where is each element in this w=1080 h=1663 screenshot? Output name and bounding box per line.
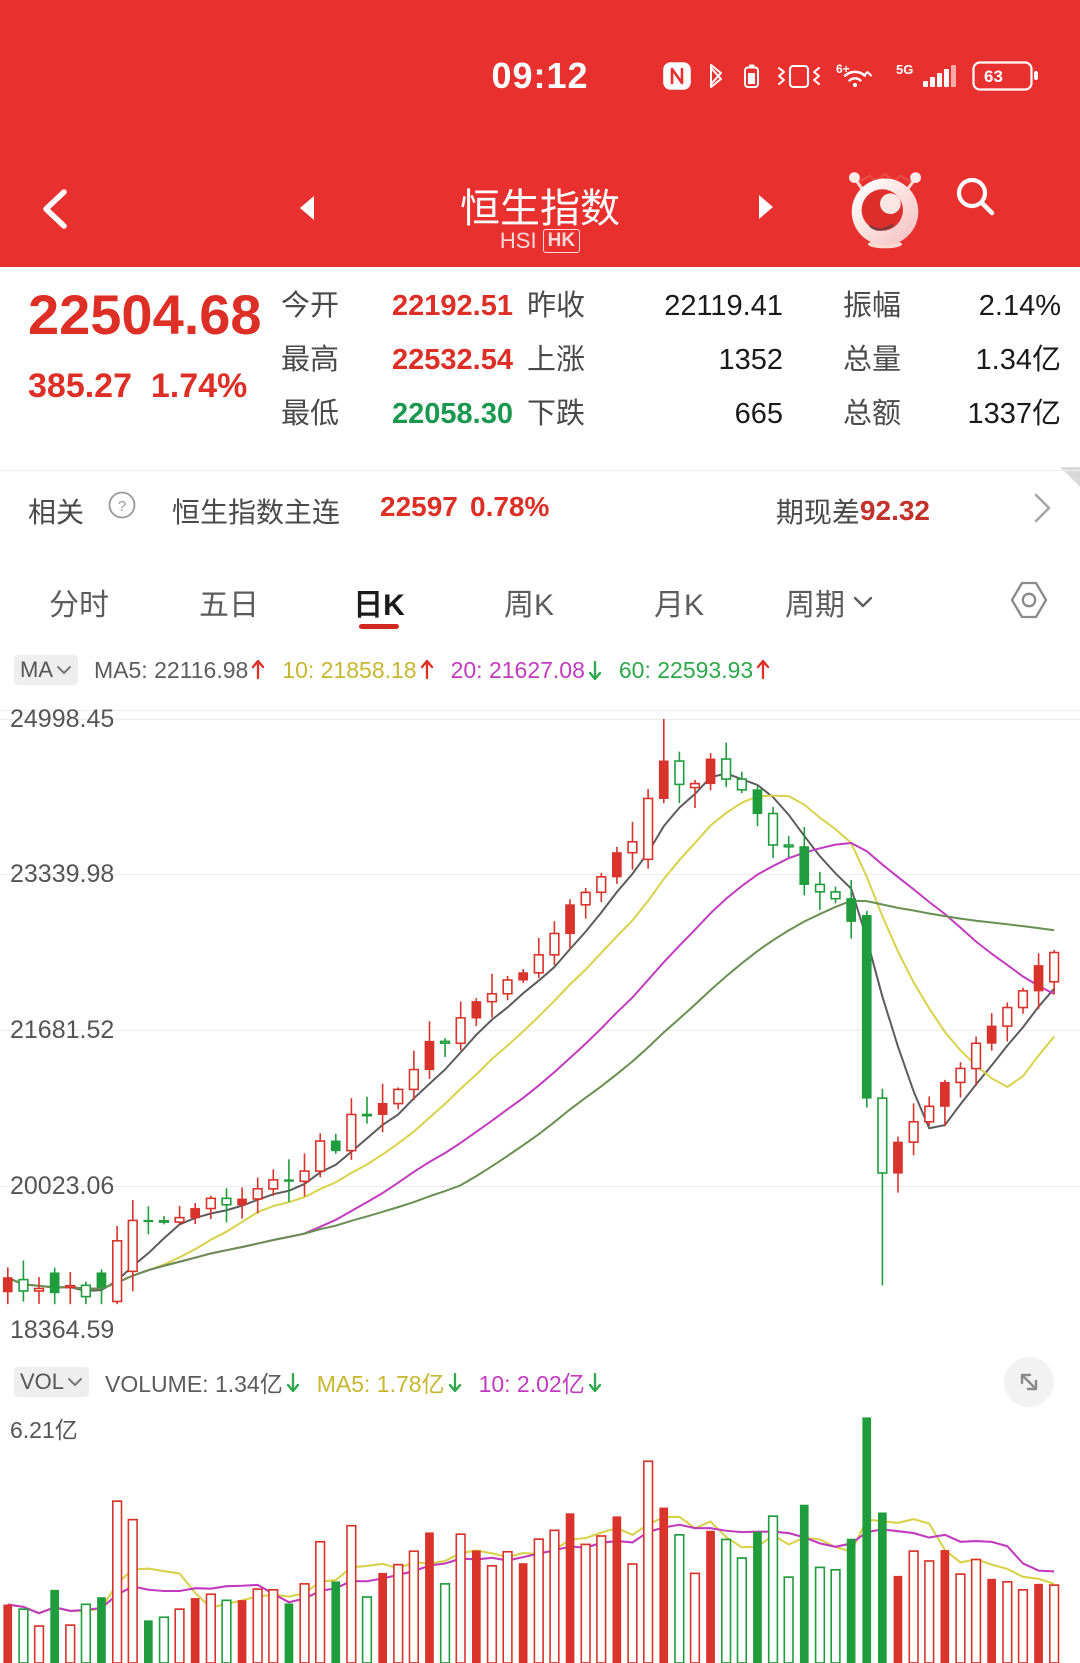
svg-text:5G: 5G [896, 62, 913, 77]
svg-text:?: ? [118, 498, 126, 515]
svg-text:63: 63 [984, 67, 1003, 86]
